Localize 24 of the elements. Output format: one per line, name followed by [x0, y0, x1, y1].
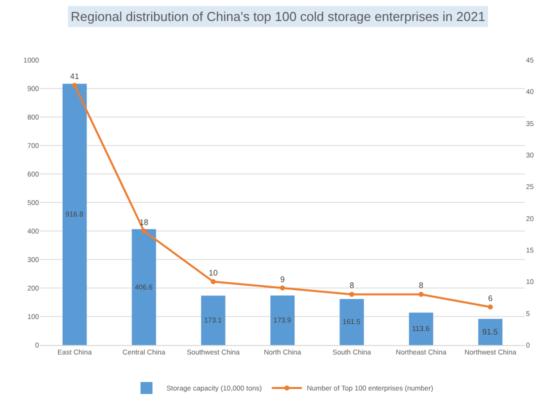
bar [478, 318, 502, 345]
data-label: 6 [488, 294, 494, 303]
bar [132, 229, 156, 345]
data-label: 91.5 [482, 327, 498, 336]
data-label: 113.6 [412, 324, 430, 334]
point [280, 286, 285, 290]
bar [62, 84, 87, 345]
data-label: 8 [350, 281, 355, 290]
point [210, 279, 216, 284]
bar [201, 296, 226, 345]
chart-title: Regional distribution of China's top 100 cold storage enterprises in 2021 [68, 6, 488, 27]
point [141, 228, 146, 234]
point [72, 82, 78, 88]
data-label: 18 [139, 218, 149, 227]
bar [408, 312, 434, 345]
data-label: 8 [418, 281, 424, 290]
point [418, 292, 424, 297]
bar [270, 295, 295, 345]
data-label: 9 [280, 274, 286, 284]
point [488, 304, 493, 310]
point [349, 292, 354, 297]
data-label: 10 [208, 268, 218, 278]
data-label: 41 [70, 72, 80, 82]
bar [340, 298, 364, 345]
